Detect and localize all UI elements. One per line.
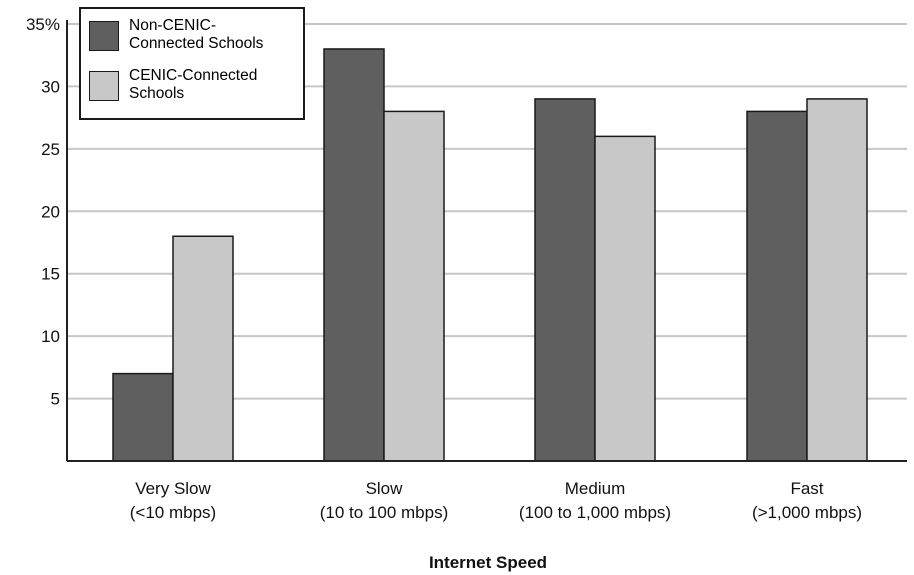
legend-label-cenic-line1: CENIC-Connected bbox=[129, 67, 258, 84]
legend-swatch-cenic bbox=[89, 71, 119, 101]
legend-label-cenic: CENIC-Connected Schools bbox=[129, 67, 305, 103]
x-tick-label-2-line1: Slow bbox=[366, 479, 404, 498]
bar-series1-cat3 bbox=[534, 98, 596, 462]
y-tick-label-2: 10 bbox=[41, 327, 60, 346]
bar-series1-cat1 bbox=[112, 372, 174, 462]
bar-series2-cat1 bbox=[172, 235, 234, 462]
y-tick-label-7: 35% bbox=[26, 15, 60, 34]
x-tick-label-1-line2: (<10 mbps) bbox=[130, 503, 216, 522]
y-tick-label-5: 25 bbox=[41, 140, 60, 159]
x-tick-label-3-line1: Medium bbox=[565, 479, 625, 498]
legend-label-non-cenic: Non-CENIC- Connected Schools bbox=[129, 17, 305, 53]
bar-series2-cat4 bbox=[806, 98, 868, 462]
y-tick-label-3: 15 bbox=[41, 265, 60, 284]
legend-swatch-non-cenic bbox=[89, 21, 119, 51]
legend-label-cenic-line2: Schools bbox=[129, 85, 185, 102]
bar-series2-cat3 bbox=[594, 135, 656, 462]
y-tick-label-4: 20 bbox=[41, 202, 60, 221]
legend-item-cenic: CENIC-Connected Schools bbox=[89, 67, 301, 113]
x-tick-label-4-line1: Fast bbox=[790, 479, 823, 498]
legend-item-non-cenic: Non-CENIC- Connected Schools bbox=[89, 17, 301, 63]
bar-series1-cat2 bbox=[323, 48, 385, 462]
x-tick-label-4-line2: (>1,000 mbps) bbox=[752, 503, 862, 522]
legend: Non-CENIC- Connected Schools CENIC-Conne… bbox=[79, 7, 305, 120]
x-tick-label-3-line2: (100 to 1,000 mbps) bbox=[519, 503, 671, 522]
y-tick-label-1: 5 bbox=[51, 390, 60, 409]
x-tick-label-2-line2: (10 to 100 mbps) bbox=[320, 503, 449, 522]
bar-series2-cat2 bbox=[383, 110, 445, 462]
x-tick-label-1-line1: Very Slow bbox=[135, 479, 211, 498]
bar-series1-cat4 bbox=[746, 110, 808, 462]
y-tick-label-6: 30 bbox=[41, 77, 60, 96]
legend-label-non-cenic-line1: Non-CENIC- bbox=[129, 17, 216, 34]
x-axis-title: Internet Speed bbox=[429, 553, 547, 572]
legend-label-non-cenic-line2: Connected Schools bbox=[129, 35, 264, 52]
